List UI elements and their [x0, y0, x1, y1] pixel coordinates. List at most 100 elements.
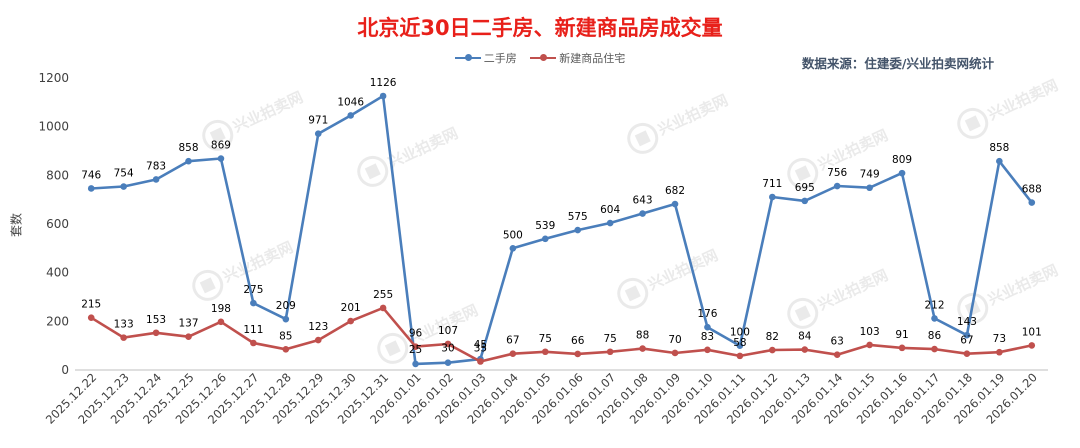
- data-point-1: [250, 339, 257, 347]
- data-point-1: [769, 346, 776, 354]
- data-point-0: [898, 169, 906, 177]
- watermark-text: 兴业拍卖网: [385, 124, 461, 172]
- data-point-0: [87, 185, 95, 192]
- data-label-1: 86: [928, 330, 942, 342]
- data-point-0: [736, 342, 744, 349]
- watermark-square: [364, 163, 381, 180]
- watermark-square: [624, 285, 641, 302]
- data-point-0: [120, 183, 127, 190]
- data-point-0: [217, 155, 225, 162]
- series-line-1: [90, 306, 1033, 363]
- watermark-square: [634, 130, 651, 147]
- data-label-1: 137: [178, 318, 198, 330]
- data-label-1: 67: [506, 335, 519, 347]
- data-point-1: [931, 345, 938, 353]
- data-point-0: [574, 226, 582, 234]
- data-point-0: [347, 112, 354, 119]
- series-line-0: [91, 94, 1033, 366]
- data-point-0: [152, 176, 160, 183]
- data-label-0: 212: [924, 299, 944, 311]
- data-label-0: 25: [409, 344, 422, 356]
- data-label-1: 201: [341, 302, 361, 314]
- data-label-1: 83: [701, 331, 714, 343]
- data-point-0: [833, 182, 841, 190]
- watermark-circle: [202, 119, 234, 151]
- data-label-0: 858: [989, 142, 1009, 154]
- data-label-1: 75: [603, 333, 616, 345]
- watermark-circle: [192, 269, 224, 301]
- data-point-0: [282, 315, 290, 323]
- data-label-0: 500: [503, 229, 523, 241]
- data-point-0: [996, 157, 1003, 165]
- data-label-0: 575: [568, 211, 588, 223]
- data-label-0: 711: [762, 178, 782, 190]
- data-point-1: [347, 317, 354, 325]
- watermark-text: 兴业拍卖网: [815, 266, 891, 314]
- data-label-1: 82: [766, 331, 779, 343]
- data-point-1: [1028, 342, 1036, 349]
- data-label-0: 869: [211, 140, 231, 152]
- watermark-text: 兴业拍卖网: [985, 261, 1061, 309]
- data-label-1: 85: [279, 330, 292, 342]
- data-point-1: [120, 334, 127, 341]
- watermark-text: 兴业拍卖网: [220, 238, 296, 286]
- data-label-1: 96: [409, 328, 423, 340]
- axes: 0200400600800100012002025.12.222025.12.2…: [38, 71, 1048, 427]
- data-label-0: 746: [81, 169, 101, 181]
- data-label-0: 1046: [337, 96, 364, 108]
- data-label-0: 858: [178, 142, 198, 154]
- data-point-0: [509, 245, 517, 252]
- data-point-1: [898, 344, 906, 352]
- data-point-1: [444, 340, 452, 348]
- watermark-logo: 兴业拍卖网: [617, 246, 721, 309]
- data-point-0: [931, 315, 938, 322]
- watermark-square: [209, 127, 226, 144]
- watermark-square: [199, 277, 216, 294]
- data-point-1: [639, 345, 646, 352]
- y-tick-label: 1200: [38, 71, 69, 85]
- data-label-0: 682: [665, 185, 685, 197]
- data-label-1: 103: [860, 326, 880, 338]
- data-label-1: 66: [571, 335, 585, 347]
- data-point-0: [769, 193, 776, 201]
- data-point-1: [477, 358, 484, 365]
- data-point-1: [217, 318, 225, 326]
- data-point-1: [801, 346, 809, 353]
- data-label-1: 75: [539, 333, 552, 345]
- data-point-1: [704, 346, 711, 354]
- chart-title: 北京近30日二手房、新建商品房成交量: [357, 16, 723, 40]
- data-label-0: 971: [308, 115, 328, 127]
- y-tick-label: 400: [46, 266, 69, 280]
- y-tick-label: 600: [46, 217, 69, 231]
- legend-label-resale: 二手房: [483, 52, 517, 65]
- data-source: 数据来源：住建委/兴业拍卖网统计: [801, 56, 994, 71]
- data-label-0: 749: [860, 169, 880, 181]
- legend-swatch-new: [530, 54, 557, 61]
- data-point-0: [314, 130, 322, 138]
- data-point-0: [704, 323, 711, 331]
- watermark-text: 兴业拍卖网: [985, 76, 1061, 124]
- data-label-0: 695: [795, 182, 815, 194]
- watermark-text: 兴业拍卖网: [645, 246, 721, 294]
- data-point-0: [444, 359, 452, 367]
- data-labels: 746 754 783 858 869 275 209 971 1046 1126 25 30 45 50…: [81, 77, 1042, 356]
- data-label-0: 1126: [370, 77, 397, 89]
- data-point-1: [185, 333, 192, 340]
- data-label-1: 107: [438, 325, 458, 337]
- watermark-square: [964, 115, 981, 132]
- data-point-1: [282, 346, 290, 353]
- data-label-1: 67: [960, 335, 973, 347]
- data-point-0: [541, 235, 549, 243]
- data-point-1: [736, 352, 744, 360]
- watermark-text: 兴业拍卖网: [655, 91, 731, 139]
- data-label-1: 111: [243, 324, 263, 336]
- data-label-0: 539: [535, 220, 555, 232]
- watermark-circle: [787, 157, 819, 189]
- legend-label-new: 新建商品住宅: [559, 52, 626, 65]
- data-label-0: 45: [474, 339, 487, 351]
- watermark-circle: [787, 297, 819, 329]
- data-point-1: [541, 348, 549, 356]
- watermark-logo: 兴业拍卖网: [957, 76, 1061, 139]
- data-point-0: [963, 331, 971, 339]
